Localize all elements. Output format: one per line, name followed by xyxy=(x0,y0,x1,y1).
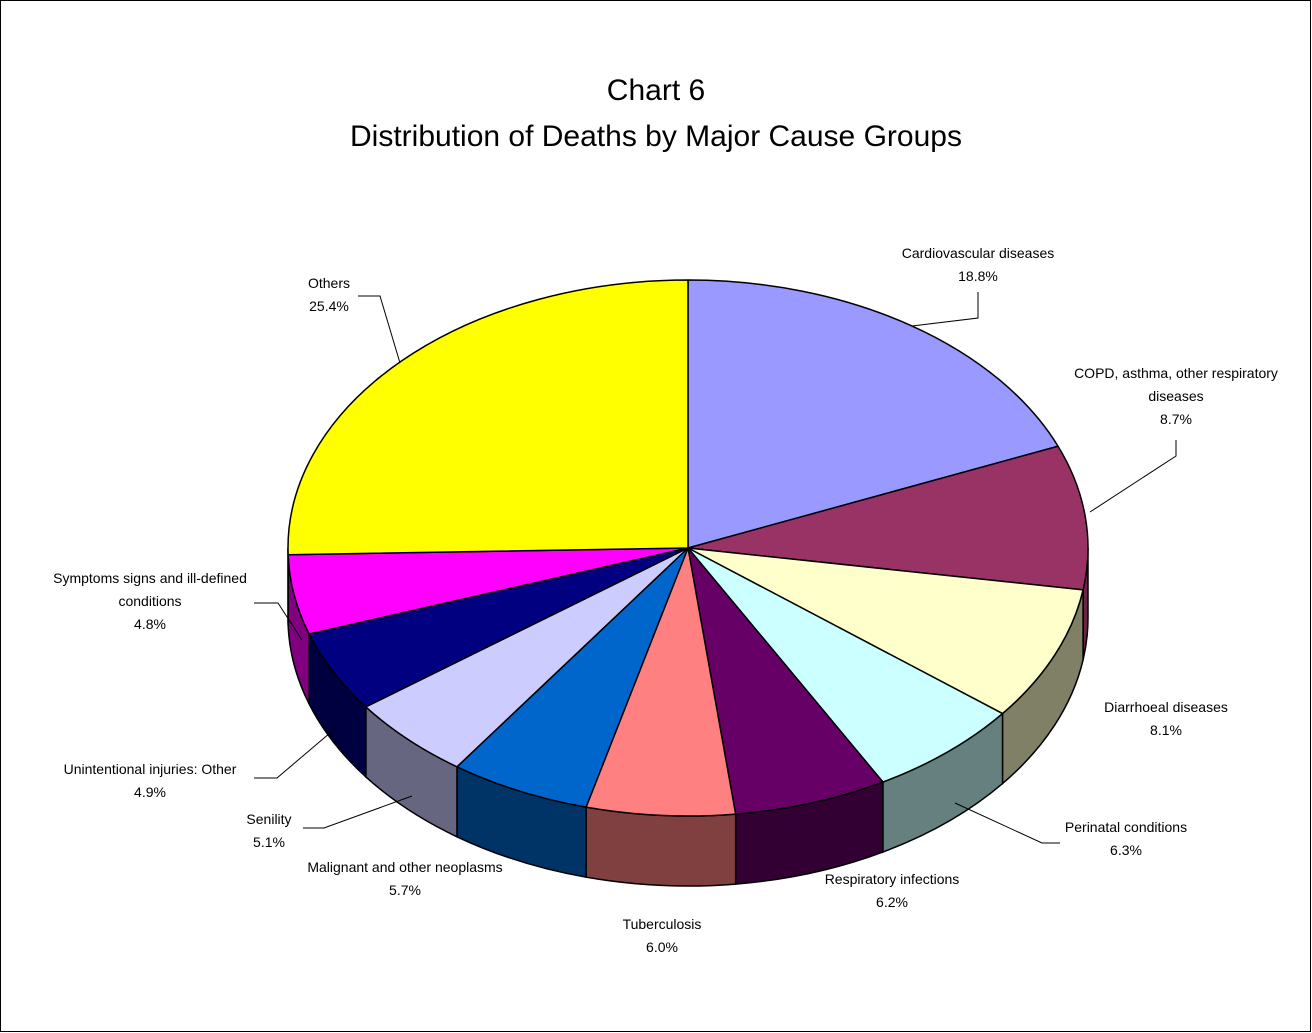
slice-label-unintentional-injuries-other: Unintentional injuries: Other xyxy=(64,761,237,777)
slice-pct-perinatal-conditions: 6.3% xyxy=(1110,842,1142,858)
slice-pct-copd-asthma-other-respiratory-diseases: 8.7% xyxy=(1160,411,1192,427)
slice-label-perinatal-conditions: Perinatal conditions xyxy=(1065,819,1187,835)
slice-pct-tuberculosis: 6.0% xyxy=(646,939,678,955)
slice-labels: Cardiovascular diseases 18.8% COPD, asthma… xyxy=(53,245,1278,955)
slice-label-malignant-and-other-neoplasms: Malignant and other neoplasms xyxy=(307,859,502,875)
leader-line-copd-asthma-other-respiratory-diseases xyxy=(1089,440,1177,513)
leader-line-senility xyxy=(303,795,413,829)
slice-pct-diarrhoeal-diseases: 8.1% xyxy=(1150,722,1182,738)
slice-respiratory-infections xyxy=(687,547,884,815)
slice-label-symptoms-signs-and-ill-defined-conditions: Symptoms signs and ill-defined xyxy=(53,570,247,586)
slice-perinatal-conditions xyxy=(687,547,1004,783)
slice-label-others: Others xyxy=(308,275,350,291)
slice-label-cardiovascular-diseases: Cardiovascular diseases xyxy=(902,245,1055,261)
leader-line-others xyxy=(358,295,401,364)
slice-pct-symptoms-signs-and-ill-defined-conditions: 4.8% xyxy=(134,616,166,632)
slice-label-copd-asthma-other-respiratory-diseases: diseases xyxy=(1148,388,1203,404)
slice-pct-others: 25.4% xyxy=(309,298,349,314)
leader-lines xyxy=(254,292,1177,844)
slice-label-tuberculosis: Tuberculosis xyxy=(623,916,702,932)
slice-pct-unintentional-injuries-other: 4.9% xyxy=(134,784,166,800)
slice-malignant-and-other-neoplasms xyxy=(456,547,689,808)
pie-slices xyxy=(287,279,1089,817)
slice-label-senility: Senility xyxy=(246,811,291,827)
leader-line-perinatal-conditions xyxy=(954,802,1060,844)
slice-copd-asthma-other-respiratory-diseases xyxy=(687,445,1089,591)
slice-pct-senility: 5.1% xyxy=(253,834,285,850)
slice-label-copd-asthma-other-respiratory-diseases: COPD, asthma, other respiratory xyxy=(1074,365,1278,381)
slice-label-diarrhoeal-diseases: Diarrhoeal diseases xyxy=(1104,699,1228,715)
slice-pct-malignant-and-other-neoplasms: 5.7% xyxy=(389,882,421,898)
slice-others xyxy=(287,279,689,556)
slice-pct-cardiovascular-diseases: 18.8% xyxy=(958,268,998,284)
leader-line-unintentional-injuries-other xyxy=(254,726,338,779)
slice-pct-respiratory-infections: 6.2% xyxy=(876,894,908,910)
leader-line-symptoms-signs-and-ill-defined-conditions xyxy=(254,602,303,641)
slice-diarrhoeal-diseases xyxy=(687,547,1084,715)
slice-label-symptoms-signs-and-ill-defined-conditions: conditions xyxy=(118,593,181,609)
chart-title-line-1: Chart 6 xyxy=(606,74,706,107)
slice-cardiovascular-diseases xyxy=(687,279,1059,549)
chart-title-line-2: Distribution of Deaths by Major Cause Gr… xyxy=(350,120,962,153)
slice-tuberculosis xyxy=(585,547,737,817)
slice-label-respiratory-infections: Respiratory infections xyxy=(825,871,960,887)
leader-line-cardiovascular-diseases xyxy=(911,292,979,327)
slice-side-tuberculosis xyxy=(585,806,737,887)
